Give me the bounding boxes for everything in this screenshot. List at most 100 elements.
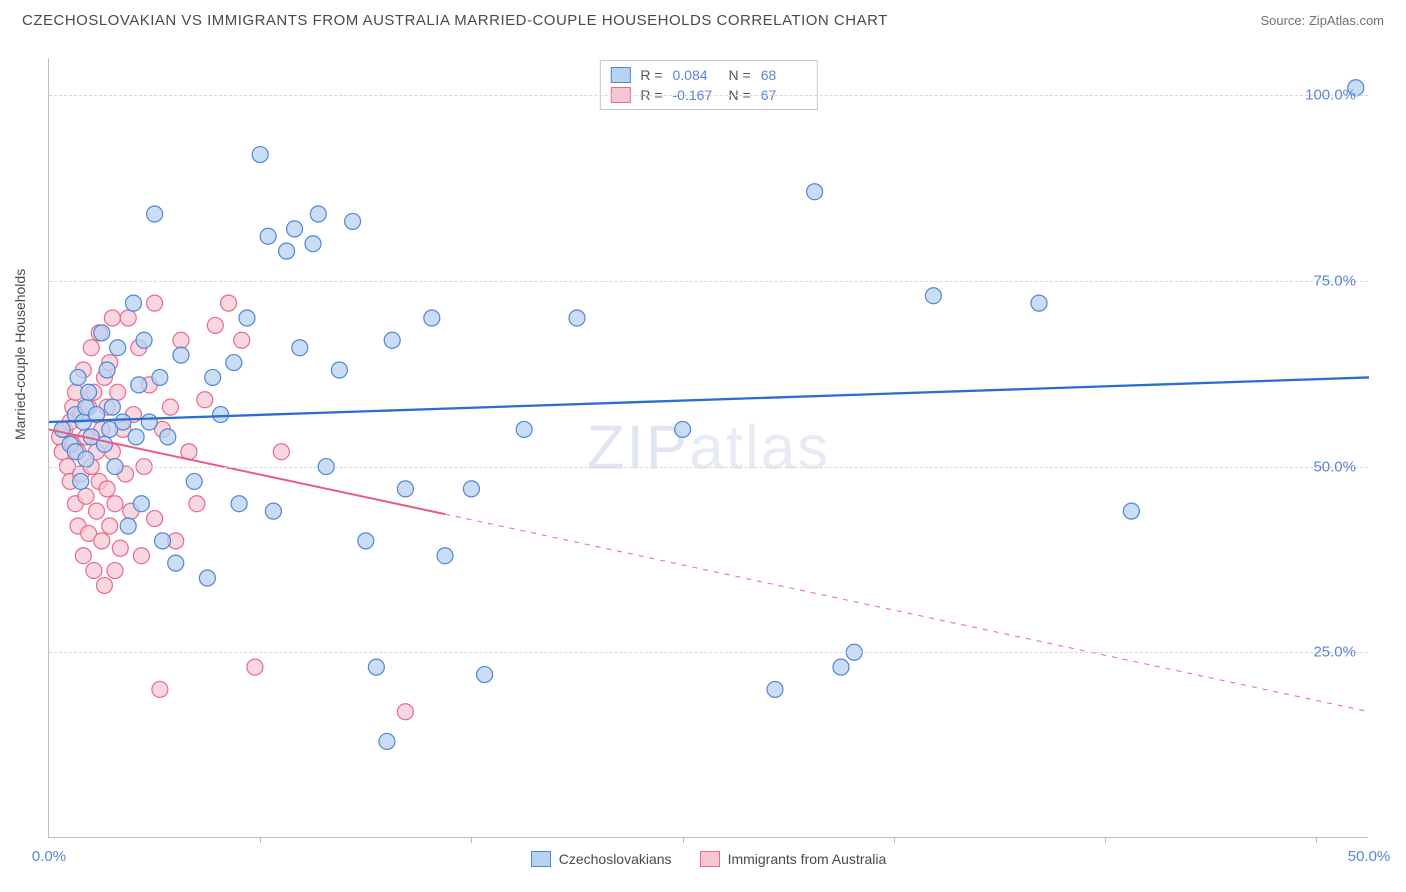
series-b-point — [75, 548, 91, 564]
series-a-point — [120, 518, 136, 534]
series-a-point — [168, 555, 184, 571]
series-a-point — [152, 369, 168, 385]
series-b-point — [107, 563, 123, 579]
series-b-point — [89, 503, 105, 519]
series-a-point — [260, 228, 276, 244]
series-a-point — [1031, 295, 1047, 311]
series-b-trend-dashed — [445, 514, 1369, 712]
series-b-point — [173, 332, 189, 348]
series-a-point — [147, 206, 163, 222]
series-b-point — [102, 518, 118, 534]
x-tick-label: 0.0% — [32, 848, 66, 865]
series-b-point — [162, 399, 178, 415]
series-legend: Czechoslovakians Immigrants from Australi… — [49, 851, 1368, 867]
series-a-point — [675, 421, 691, 437]
series-a-point — [368, 659, 384, 675]
series-b-point — [247, 659, 263, 675]
series-a-point — [265, 503, 281, 519]
series-a-point — [70, 369, 86, 385]
series-a-point — [463, 481, 479, 497]
y-tick-label: 25.0% — [1313, 644, 1356, 661]
series-a-point — [384, 332, 400, 348]
series-a-point — [125, 295, 141, 311]
series-a-point — [81, 384, 97, 400]
series-legend-item: Czechoslovakians — [531, 851, 672, 867]
series-a-point — [104, 399, 120, 415]
series-a-point — [133, 496, 149, 512]
series-a-point — [292, 340, 308, 356]
series-a-point — [155, 533, 171, 549]
series-a-point — [477, 667, 493, 683]
series-legend-label: Immigrants from Australia — [728, 851, 887, 867]
series-a-point — [252, 147, 268, 163]
series-a-point — [78, 451, 94, 467]
series-b-point — [86, 563, 102, 579]
series-b-point — [397, 704, 413, 720]
series-a-point — [96, 436, 112, 452]
series-a-point — [358, 533, 374, 549]
series-a-point — [226, 355, 242, 371]
x-tick-mark — [471, 837, 472, 843]
series-a-point — [397, 481, 413, 497]
x-tick-mark — [894, 837, 895, 843]
series-b-point — [96, 577, 112, 593]
series-a-point — [128, 429, 144, 445]
legend-swatch — [531, 851, 551, 867]
x-tick-mark — [683, 837, 684, 843]
series-a-point — [136, 332, 152, 348]
series-a-point — [205, 369, 221, 385]
legend-swatch — [610, 67, 630, 83]
plot-svg — [49, 58, 1368, 837]
gridline-h — [49, 652, 1368, 653]
r-value: 0.084 — [673, 67, 719, 83]
series-b-point — [133, 548, 149, 564]
series-b-point — [110, 384, 126, 400]
y-axis-label: Married-couple Households — [12, 269, 28, 440]
source-label: Source: ZipAtlas.com — [1260, 13, 1384, 28]
series-a-point — [99, 362, 115, 378]
scatter-plot: ZIPatlas R =0.084N =68R =-0.167N =67 Cze… — [48, 58, 1368, 838]
series-b-point — [78, 488, 94, 504]
y-tick-label: 75.0% — [1313, 272, 1356, 289]
series-a-point — [310, 206, 326, 222]
x-tick-mark — [1316, 837, 1317, 843]
series-a-point — [131, 377, 147, 393]
series-a-point — [279, 243, 295, 259]
series-a-point — [110, 340, 126, 356]
series-a-point — [73, 473, 89, 489]
series-a-point — [231, 496, 247, 512]
series-a-point — [424, 310, 440, 326]
y-tick-label: 50.0% — [1313, 458, 1356, 475]
series-a-point — [287, 221, 303, 237]
series-a-point — [569, 310, 585, 326]
series-legend-label: Czechoslovakians — [559, 851, 672, 867]
series-a-point — [141, 414, 157, 430]
series-b-point — [83, 340, 99, 356]
series-a-point — [437, 548, 453, 564]
series-b-point — [94, 533, 110, 549]
series-b-point — [189, 496, 205, 512]
series-b-point — [104, 310, 120, 326]
series-b-point — [147, 511, 163, 527]
legend-swatch — [700, 851, 720, 867]
series-b-point — [197, 392, 213, 408]
n-value: 68 — [761, 67, 807, 83]
series-a-point — [199, 570, 215, 586]
series-a-point — [239, 310, 255, 326]
gridline-h — [49, 281, 1368, 282]
series-b-point — [147, 295, 163, 311]
series-b-point — [120, 310, 136, 326]
r-label: R = — [640, 67, 662, 83]
x-tick-mark — [260, 837, 261, 843]
series-a-point — [767, 681, 783, 697]
n-label: N = — [729, 67, 751, 83]
x-tick-mark — [1105, 837, 1106, 843]
series-a-point — [186, 473, 202, 489]
series-b-point — [273, 444, 289, 460]
series-b-point — [112, 540, 128, 556]
series-a-point — [173, 347, 189, 363]
series-a-trend-solid — [49, 377, 1369, 422]
x-tick-label: 50.0% — [1348, 848, 1391, 865]
series-a-point — [115, 414, 131, 430]
series-a-point — [516, 421, 532, 437]
